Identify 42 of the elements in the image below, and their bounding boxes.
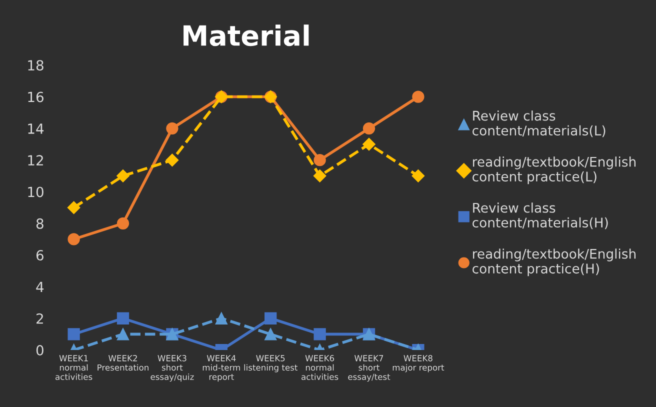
point: [314, 154, 326, 166]
point: [362, 122, 376, 135]
x-tick-label: WEEK4 mid-term report: [202, 355, 240, 382]
point: [166, 154, 179, 166]
point: [116, 312, 130, 324]
x-tick-label: WEEK6 normal activities: [302, 355, 338, 380]
legend-label: reading/textbook/English content practice(H): [472, 248, 636, 276]
point: [166, 122, 178, 135]
x-tick-label: WEEK7 short essay/test: [348, 355, 390, 382]
y-tick-label: 6: [36, 250, 44, 261]
y-tick-label: 0: [36, 344, 44, 356]
point: [412, 90, 424, 103]
y-tick-label: 14: [28, 124, 44, 134]
point: [116, 217, 130, 230]
x-tick-label: WEEK3 short essay/quiz: [150, 355, 194, 382]
point: [314, 328, 326, 340]
point: [313, 170, 326, 182]
legend-label: Review class content/materials(H): [472, 202, 608, 230]
x-tick-label: WEEK1 normal activities: [56, 355, 92, 380]
point: [264, 312, 277, 324]
x-tick-label: WEEK5 listening test: [244, 355, 298, 372]
point: [68, 328, 80, 340]
y-tick-label: 2: [36, 313, 43, 324]
point: [67, 201, 80, 214]
x-tick-label: WEEK8 major report: [392, 355, 444, 372]
point: [116, 170, 130, 182]
point: [116, 328, 130, 340]
y-tick-label: 16: [28, 92, 44, 102]
point: [264, 328, 277, 340]
y-tick-label: 10: [28, 186, 44, 198]
legend-label: reading/textbook/English content practice(L): [472, 156, 636, 184]
y-tick-label: 8: [36, 218, 44, 229]
y-tick-label: 12: [28, 155, 43, 166]
chart-title: Material: [184, 24, 309, 46]
point: [68, 233, 80, 246]
point: [362, 138, 376, 151]
point: [412, 170, 425, 182]
y-tick-label: 4: [36, 282, 44, 292]
legend-label: Review class content/materials(L): [472, 110, 606, 138]
y-tick-label: 18: [28, 60, 44, 71]
point: [215, 312, 228, 324]
x-tick-label: WEEK2 Presentation: [98, 355, 148, 371]
